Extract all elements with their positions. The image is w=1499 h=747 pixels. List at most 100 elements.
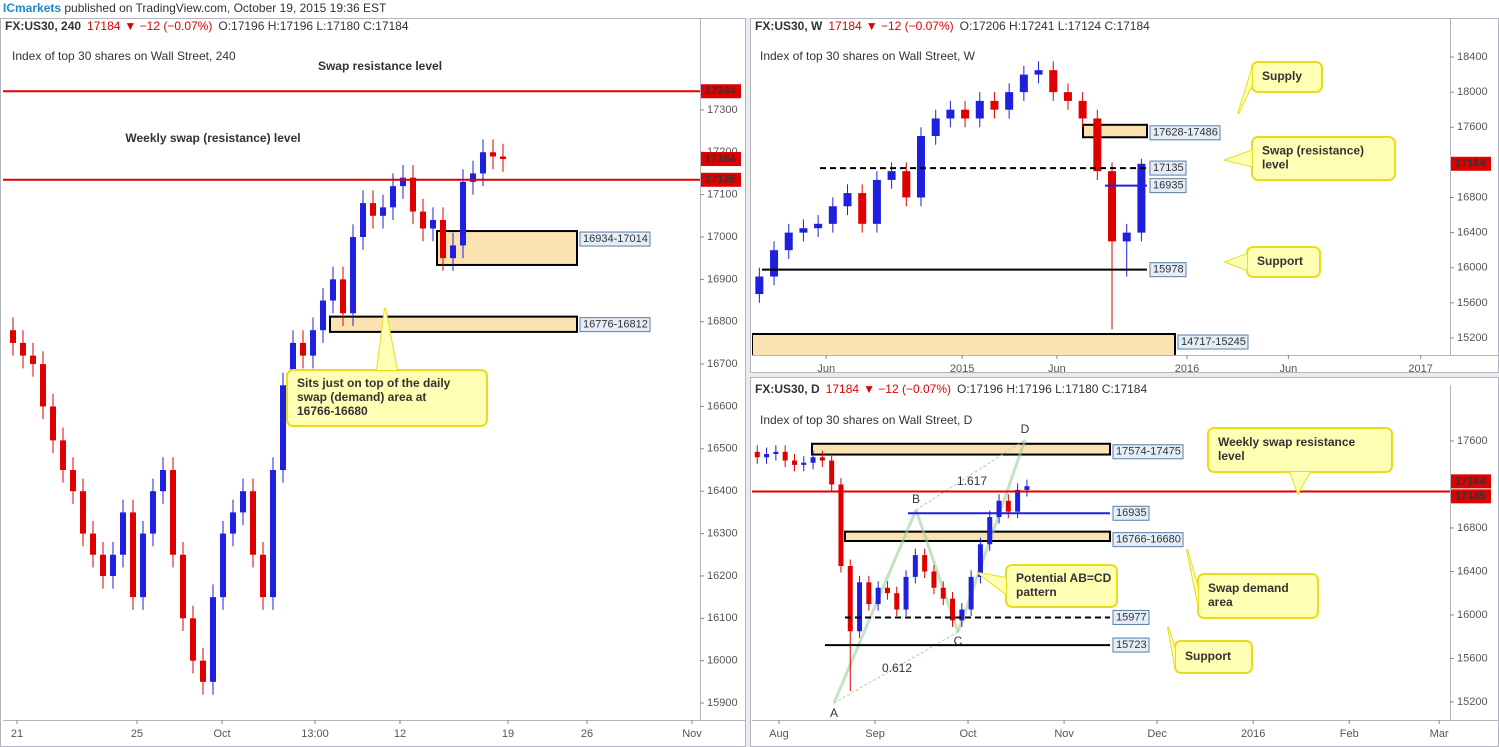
y-tick-label: 18400	[1457, 51, 1488, 63]
price-tag-box	[701, 152, 741, 167]
symbol: FX:US30, 240	[5, 19, 81, 33]
y-tick-label: 17600	[1457, 121, 1488, 133]
candle-body	[1093, 118, 1102, 172]
candle-body	[977, 544, 983, 577]
candle-body	[866, 582, 872, 605]
candle-body	[931, 571, 937, 588]
level-tag-box	[1112, 505, 1150, 521]
candle-body	[120, 512, 126, 555]
callout-text: Support	[1257, 254, 1303, 268]
candle-body	[280, 385, 286, 471]
zone-tag: 16776-16812	[583, 319, 648, 331]
candle-body	[996, 500, 1002, 518]
candle-body	[110, 554, 116, 576]
candle-body	[931, 118, 940, 137]
callout-text: Weekly swap resistance	[1218, 435, 1356, 449]
zone	[329, 315, 578, 333]
y-tick-label: 16700	[707, 358, 738, 370]
candle-body	[190, 618, 196, 661]
callout-text: Support	[1185, 649, 1231, 663]
price-tag: 17344	[705, 85, 736, 97]
price-tag: 17135	[1455, 490, 1486, 502]
level-tag-box	[1149, 262, 1187, 278]
change: ▼ −12 (−0.07%)	[866, 19, 954, 33]
last-price: 17184	[826, 382, 860, 396]
chart-header: FX:US30, 240 17184 ▼ −12 (−0.07%) O:17196 H…	[5, 19, 409, 33]
candle-body	[260, 554, 266, 598]
y-tick-label: 17600	[1457, 435, 1488, 447]
candle-body	[755, 276, 764, 295]
candle-body	[959, 609, 965, 621]
zone	[752, 333, 1176, 355]
price-tag-box	[1451, 474, 1491, 489]
candle-body	[250, 491, 256, 555]
y-tick-label: 16600	[707, 400, 738, 412]
x-tick-label: 19	[502, 728, 514, 740]
zone-tag-box	[579, 231, 651, 247]
candle-body	[50, 406, 56, 441]
y-tick-label: 16400	[1457, 565, 1488, 577]
callout-text: Swap demand	[1208, 581, 1289, 595]
callout-text: swap (demand) area at	[297, 390, 426, 404]
candle-body	[210, 597, 216, 682]
callout-text: 16766-16680	[297, 404, 368, 418]
subtitle: Index of top 30 shares on Wall Street, W	[760, 49, 976, 63]
candle-body	[819, 457, 825, 461]
candle-body	[1049, 70, 1058, 93]
candle-body	[430, 220, 436, 229]
candle-body	[350, 236, 356, 314]
y-tick-label: 16800	[707, 316, 738, 328]
pattern-line	[915, 439, 1026, 511]
candle-body	[80, 491, 86, 534]
candle-body	[440, 220, 446, 259]
candle-body	[40, 364, 46, 407]
x-tick-label: 21	[11, 728, 23, 740]
candle-body	[946, 109, 955, 119]
candle-body	[912, 555, 918, 577]
candle-body	[784, 232, 793, 251]
y-tick-label: 16100	[707, 612, 738, 624]
x-tick-label: Aug	[769, 728, 789, 740]
level-tag: 16935	[1116, 507, 1147, 519]
candle-body	[420, 211, 426, 229]
y-tick-label: 16500	[707, 443, 738, 455]
ohlc: O:17196 H:17196 L:17180 C:17184	[218, 19, 408, 33]
zone	[844, 530, 1111, 543]
candle-body	[838, 484, 844, 567]
x-tick-label: 2017	[1408, 363, 1432, 375]
price-tag-box	[701, 84, 741, 99]
candle-body	[940, 587, 946, 599]
candle-body	[1005, 500, 1011, 512]
pattern-point: D	[1021, 422, 1030, 436]
pattern-line	[832, 509, 918, 704]
level-tag: 15723	[1116, 639, 1147, 651]
candle-body	[200, 660, 206, 682]
y-tick-label: 17100	[707, 189, 738, 201]
candle-body	[1137, 163, 1146, 233]
x-tick-label: Oct	[959, 728, 976, 740]
candle-body	[987, 517, 993, 545]
pattern-line	[833, 631, 959, 704]
candle-body	[270, 470, 276, 598]
candle-body	[380, 207, 386, 216]
candle-body	[950, 598, 956, 621]
candle-body	[770, 250, 779, 277]
pattern-point: C	[954, 634, 963, 648]
x-tick-label: Dec	[1147, 728, 1167, 740]
candle-body	[847, 566, 853, 632]
candle-body	[90, 533, 96, 555]
candle-body	[310, 330, 316, 356]
candle-body	[60, 440, 66, 471]
candle-body	[961, 109, 970, 119]
candle-body	[180, 554, 186, 619]
candle-body	[410, 177, 416, 212]
candle-body	[400, 177, 406, 187]
price-tag: 17184	[705, 153, 736, 165]
candle-body	[300, 342, 306, 356]
callout-tail-fill	[978, 573, 1006, 594]
candle-body	[801, 462, 807, 465]
candle-body	[1034, 70, 1043, 75]
candle-body	[220, 533, 226, 598]
zone	[1082, 123, 1148, 139]
y-tick-label: 15200	[1457, 696, 1488, 708]
